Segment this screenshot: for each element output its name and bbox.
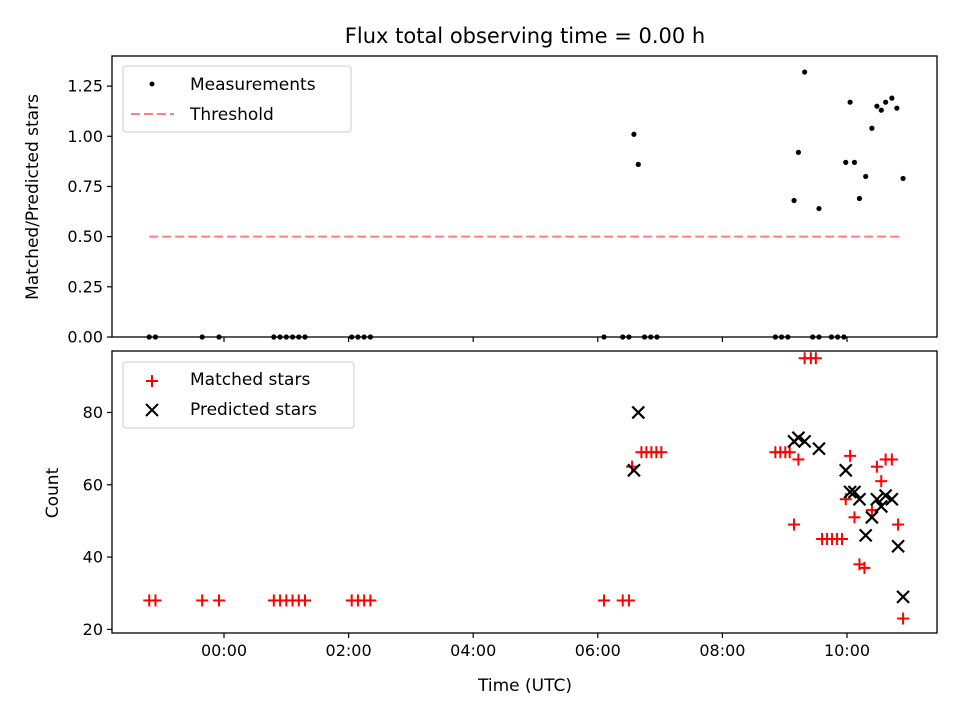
measurements-point xyxy=(802,69,808,75)
matched-stars-point xyxy=(622,594,635,607)
bottom-y-tick-label: 80 xyxy=(83,403,103,422)
predicted-stars-point xyxy=(870,492,884,507)
predicted-stars-point xyxy=(797,434,812,449)
legend-matched-label: Matched stars xyxy=(190,370,310,390)
measurements-point xyxy=(856,195,863,202)
predicted-stars-point xyxy=(885,492,899,507)
measurements-point xyxy=(847,99,853,105)
x-tick-label: 06:00 xyxy=(575,641,621,660)
predicted-stars-point xyxy=(791,430,806,445)
matched-stars-point xyxy=(598,594,611,607)
measurements-point xyxy=(843,159,849,165)
matched-stars-point xyxy=(897,612,910,625)
legend-measurements-label: Measurements xyxy=(190,75,316,95)
top-y-tick-label: 0.00 xyxy=(67,328,103,347)
bottom-y-tick-label: 20 xyxy=(83,620,103,639)
predicted-stars-point xyxy=(847,485,862,499)
measurements-point xyxy=(900,175,906,182)
bottom-y-tick-label: 40 xyxy=(83,548,103,567)
bottom-plot-frame xyxy=(111,350,938,634)
matched-stars-point xyxy=(844,449,857,462)
matched-stars-point xyxy=(809,352,822,365)
top-x-ticks xyxy=(223,337,848,342)
bottom-legend: Matched stars Predicted stars xyxy=(122,361,355,429)
top-y-tick-label: 1.00 xyxy=(67,127,103,146)
x-tick-label: 10:00 xyxy=(824,641,870,660)
legend-predicted-marker xyxy=(145,403,159,417)
top-y-tick-label: 0.50 xyxy=(67,227,103,246)
x-tick-label: 04:00 xyxy=(450,641,496,660)
measurements-point xyxy=(869,125,875,131)
top-panel: 0.00 0.25 0.50 0.75 1.00 1.25 Matched/Predict… xyxy=(23,55,938,347)
predicted-stars-point xyxy=(843,485,857,499)
chart-title: Flux total observing time = 0.00 h xyxy=(345,24,705,48)
predicted-stars-point xyxy=(852,492,867,507)
legend-measurements-marker xyxy=(149,81,155,87)
matched-stars-point xyxy=(783,446,796,459)
predicted-stars-point xyxy=(896,590,910,604)
legend-threshold-label: Threshold xyxy=(189,105,274,125)
matched-stars-point xyxy=(298,594,311,607)
measurements-point xyxy=(795,149,802,155)
measurements-point xyxy=(631,131,637,137)
top-y-tick-label: 0.75 xyxy=(67,177,103,196)
matched-stars-point xyxy=(885,453,898,466)
matched-stars-point xyxy=(870,460,883,473)
top-y-axis-label: Matched/Predicted stars xyxy=(23,94,43,300)
bottom-y-ticks: 20 40 60 80 xyxy=(83,403,112,639)
legend-matched-marker xyxy=(146,375,158,387)
measurements-point xyxy=(878,107,884,113)
top-y-tick-label: 1.25 xyxy=(67,77,103,96)
matched-stars-point xyxy=(865,504,878,517)
bottom-y-tick-label: 60 xyxy=(83,475,103,494)
top-y-tick-label: 0.25 xyxy=(67,277,103,296)
measurements-point xyxy=(883,99,889,105)
x-tick-label: 02:00 xyxy=(326,641,372,660)
top-legend-box xyxy=(122,65,352,133)
matched-stars-point xyxy=(858,561,871,574)
predicted-stars-point xyxy=(878,488,893,503)
predicted-stars-point xyxy=(627,463,641,478)
predicted-stars-point xyxy=(874,499,889,514)
x-tick-label: 00:00 xyxy=(201,641,247,660)
predicted-stars-point xyxy=(812,441,826,456)
bottom-legend-box xyxy=(122,361,355,429)
top-y-ticks: 0.00 0.25 0.50 0.75 1.00 1.25 xyxy=(67,77,112,347)
matched-stars-point xyxy=(892,518,905,531)
measurements-point xyxy=(791,197,797,204)
matched-stars-point xyxy=(213,594,226,607)
predicted-stars-point xyxy=(891,539,905,554)
measurements-point xyxy=(635,161,641,167)
measurements-point xyxy=(863,173,869,180)
matched-stars-point xyxy=(149,594,162,607)
matched-stars-point xyxy=(792,453,805,466)
matched-stars-point xyxy=(875,475,888,488)
measurements-point xyxy=(874,103,880,109)
bottom-marks-layer xyxy=(143,352,910,625)
measurements-point xyxy=(894,105,900,111)
legend-predicted-label: Predicted stars xyxy=(190,400,317,420)
measurements-point xyxy=(851,159,858,165)
predicted-stars-point xyxy=(631,405,646,420)
x-tick-label: 08:00 xyxy=(699,641,745,660)
measurements-point xyxy=(889,95,895,101)
bottom-x-ticks: 00:00 02:00 04:00 06:00 08:00 10:00 xyxy=(201,633,870,660)
predicted-stars-point xyxy=(865,510,879,525)
measurements-point xyxy=(816,205,822,212)
x-axis-label: Time (UTC) xyxy=(477,676,572,696)
bottom-y-axis-label: Count xyxy=(43,467,63,518)
matched-stars-point xyxy=(836,533,849,545)
predicted-stars-point xyxy=(858,528,873,543)
matched-stars-point xyxy=(364,594,377,607)
top-legend: Measurements Threshold xyxy=(122,65,352,133)
matched-stars-point xyxy=(788,518,801,531)
matched-stars-point xyxy=(196,594,209,607)
matched-stars-point xyxy=(655,446,668,459)
predicted-stars-point xyxy=(838,463,853,478)
matched-stars-point xyxy=(848,511,861,524)
top-plot-frame xyxy=(111,55,938,338)
